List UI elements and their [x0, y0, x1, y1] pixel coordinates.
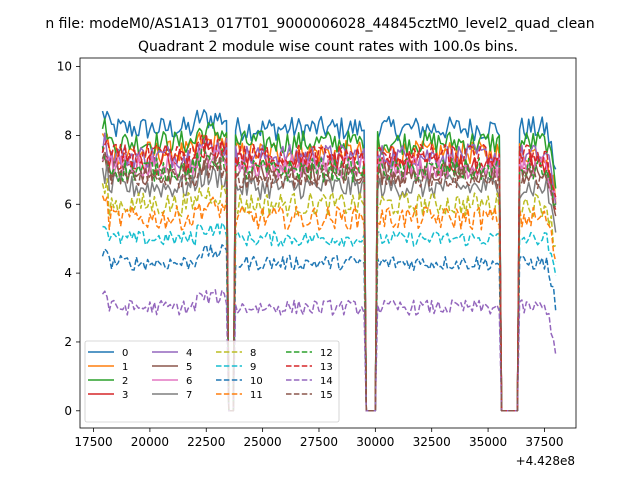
legend-label-8: 8: [250, 348, 256, 359]
legend-label-4: 4: [186, 348, 192, 359]
chart-suptitle: n file: modeM0/AS1A13_017T01_9000006028_…: [45, 16, 594, 32]
plot-frame: [79, 57, 577, 429]
legend-label-13: 13: [320, 362, 333, 373]
series-line-8: [101, 178, 557, 412]
series-layer: [101, 109, 557, 412]
legend-label-11: 11: [250, 390, 263, 401]
x-tick-label: 35000: [469, 435, 507, 449]
legend-label-3: 3: [122, 390, 128, 401]
series-line-2: [101, 117, 557, 412]
series-line-11: [101, 195, 557, 412]
series-line-7: [101, 160, 557, 412]
series-line-14: [101, 289, 557, 412]
series-line-13: [101, 133, 557, 412]
legend-label-5: 5: [186, 362, 192, 373]
x-tick-label: 20000: [131, 435, 169, 449]
legend-box: [84, 340, 340, 423]
legend-label-1: 1: [122, 362, 128, 373]
legend-label-14: 14: [320, 376, 333, 387]
x-tick-label: 37500: [525, 435, 563, 449]
legend-label-15: 15: [320, 390, 333, 401]
x-tick-label: 22500: [187, 435, 225, 449]
y-tick-label: 0: [64, 404, 72, 418]
x-tick-label: 32500: [413, 435, 451, 449]
y-tick-label: 2: [64, 335, 72, 349]
series-line-0: [101, 109, 557, 412]
y-tick-label: 6: [64, 197, 72, 211]
legend-label-2: 2: [122, 376, 128, 387]
series-line-9: [102, 221, 557, 412]
y-tick-label: 8: [64, 128, 72, 142]
x-tick-label: 17500: [74, 435, 112, 449]
series-line-15: [101, 150, 557, 412]
legend-label-0: 0: [122, 348, 128, 359]
x-tick-label: 25000: [244, 435, 282, 449]
chart-title: Quadrant 2 module wise count rates with …: [138, 39, 518, 55]
x-axis: 17500 20000 22500 25000 27500 30000 32500 35000…: [74, 428, 564, 449]
legend-label-7: 7: [186, 390, 192, 401]
x-tick-label: 27500: [300, 435, 338, 449]
x-axis-offset-label: +4.428e8: [516, 454, 575, 468]
series-line-10: [101, 244, 557, 412]
y-tick-label: 4: [64, 266, 72, 280]
series-line-5: [101, 152, 557, 412]
legend-label-12: 12: [320, 348, 333, 359]
legend-label-9: 9: [250, 362, 256, 373]
legend-label-10: 10: [250, 376, 263, 387]
y-tick-label: 10: [57, 60, 72, 74]
x-tick-label: 30000: [356, 435, 394, 449]
y-axis: 0 2 4 6 8 10: [57, 60, 80, 418]
legend-label-6: 6: [186, 376, 192, 387]
